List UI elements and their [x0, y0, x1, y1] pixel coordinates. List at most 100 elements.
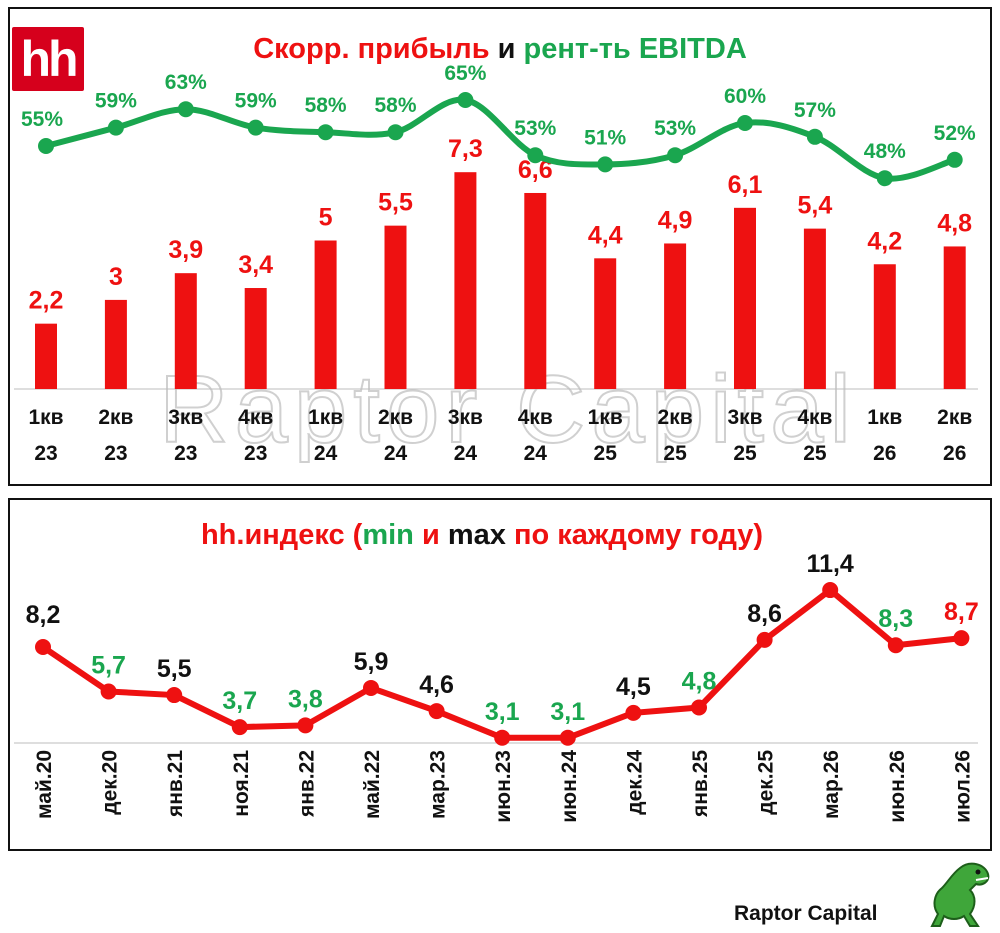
hh-index-value-label: 11,4 [807, 550, 854, 578]
x-tick-label-year: 23 [244, 442, 267, 465]
hh-index-point [756, 631, 773, 648]
ebitda-margin-point [247, 119, 264, 136]
hh-index-value-label: 4,6 [419, 671, 454, 699]
hh-index-point [100, 683, 117, 700]
ebitda-margin-label: 65% [444, 62, 486, 85]
x-tick-label-quarter: 3кв [727, 406, 762, 429]
x-tick-label: июн.23 [492, 750, 515, 823]
hh-index-value-label: 5,5 [157, 655, 192, 683]
hh-index-point [494, 729, 511, 746]
ebitda-margin-label: 52% [934, 122, 976, 145]
chart-title-part: и [422, 519, 448, 551]
profit-bar-label: 7,3 [448, 135, 483, 163]
profit-bar-label: 4,2 [867, 227, 902, 255]
chart-title-part: min [362, 519, 422, 551]
x-tick-label-year: 24 [314, 442, 338, 465]
hh-index-value-label: 5,9 [354, 648, 389, 676]
ebitda-margin-label: 58% [305, 94, 347, 117]
x-tick-label: май.22 [361, 750, 384, 819]
profit-bar [35, 323, 57, 389]
x-tick-label-quarter: 1кв [28, 406, 63, 429]
hh-index-point [559, 729, 576, 746]
hh-index-point [953, 630, 970, 647]
x-tick-label-quarter: 1кв [867, 406, 902, 429]
chart-title-part: hh.индекс ( [201, 519, 363, 551]
x-tick-label-year: 26 [943, 442, 966, 465]
ebitda-margin-label: 60% [724, 85, 766, 108]
x-tick-label-year: 23 [174, 442, 197, 465]
ebitda-margin-point [38, 138, 54, 154]
x-tick-label-year: 23 [104, 442, 127, 465]
ebitda-margin-point [177, 101, 194, 118]
profit-bar-label: 3 [109, 263, 123, 291]
chart-title: Скорр. прибыль и рент-ть EBITDA [253, 33, 747, 65]
profit-bar-label: 4,9 [658, 206, 693, 234]
x-tick-label-quarter: 4кв [518, 406, 553, 429]
hh-index-value-label: 5,7 [91, 652, 126, 680]
ebitda-margin-label: 63% [165, 71, 207, 94]
hh-logo: hh [12, 27, 84, 91]
ebitda-margin-point [597, 156, 614, 173]
x-tick-label-quarter: 4кв [797, 406, 832, 429]
ebitda-margin-point [667, 147, 684, 164]
x-tick-label: дек.20 [99, 750, 122, 815]
hh-index-point [363, 679, 379, 696]
ebitda-margin-label: 59% [235, 90, 277, 113]
x-tick-label: дек.24 [623, 750, 646, 815]
hh-index-value-label: 8,3 [878, 605, 913, 633]
x-tick-label-quarter: 3кв [168, 406, 203, 429]
raptor-teeth [975, 877, 989, 881]
ebitda-margin-label: 53% [654, 117, 696, 140]
x-tick-label: июл.26 [951, 750, 974, 823]
profit-bar-label: 5,4 [798, 192, 833, 220]
x-tick-label-quarter: 2кв [378, 406, 413, 429]
profit-bar [384, 225, 407, 389]
raptor-eye [975, 869, 981, 875]
hh-index-point [691, 699, 707, 716]
x-tick-label: дек.25 [755, 750, 778, 815]
x-tick-label-quarter: 1кв [308, 406, 343, 429]
x-tick-label-year: 24 [524, 442, 548, 465]
hh-index-value-label: 3,7 [222, 687, 257, 715]
ebitda-margin-label: 48% [864, 140, 906, 163]
profit-bar [803, 228, 826, 389]
hh-index-point [887, 637, 904, 654]
chart-title: hh.индекс (min и max по каждому году) [201, 519, 763, 551]
hh-index-chart-panel [8, 498, 992, 851]
hh-index-point [428, 703, 445, 720]
ebitda-margin-point [527, 147, 544, 164]
ebitda-margin-point [876, 170, 893, 187]
hh-index-point [35, 639, 51, 655]
x-tick-label-year: 24 [454, 442, 478, 465]
x-tick-label-year: 25 [663, 442, 687, 465]
chart-title-part: по каждому году) [514, 519, 763, 551]
profit-bar-label: 6,1 [728, 171, 763, 199]
hh-index-point [625, 704, 642, 721]
ebitda-margin-point [806, 128, 823, 145]
profit-bar [174, 273, 197, 389]
chart-title-part: Скорр. прибыль [253, 33, 497, 65]
x-tick-label-quarter: 1кв [588, 406, 623, 429]
profit-bar-label: 2,2 [29, 287, 64, 315]
ebitda-margin-label: 55% [21, 108, 63, 131]
x-tick-label-year: 25 [803, 442, 827, 465]
ebitda-margin-label: 53% [514, 117, 556, 140]
profit-bar [943, 246, 966, 389]
hh-index-value-label: 4,8 [682, 668, 717, 696]
x-tick-label-year: 24 [384, 442, 408, 465]
profit-bar-label: 5,5 [378, 189, 413, 217]
profit-ebitda-chart-panel [8, 7, 992, 486]
hh-index-point [297, 717, 314, 734]
hh-index-value-label: 4,5 [616, 673, 651, 701]
x-tick-label: мар.26 [820, 750, 843, 819]
x-tick-label: май.20 [33, 750, 56, 819]
x-tick-label-quarter: 2кв [937, 406, 972, 429]
x-tick-label: янв.22 [295, 750, 318, 818]
hh-index-value-label: 3,8 [288, 685, 323, 713]
ebitda-margin-point [317, 124, 334, 141]
x-tick-label-quarter: 3кв [448, 406, 483, 429]
x-tick-label-year: 25 [594, 442, 618, 465]
profit-bar [454, 172, 477, 389]
